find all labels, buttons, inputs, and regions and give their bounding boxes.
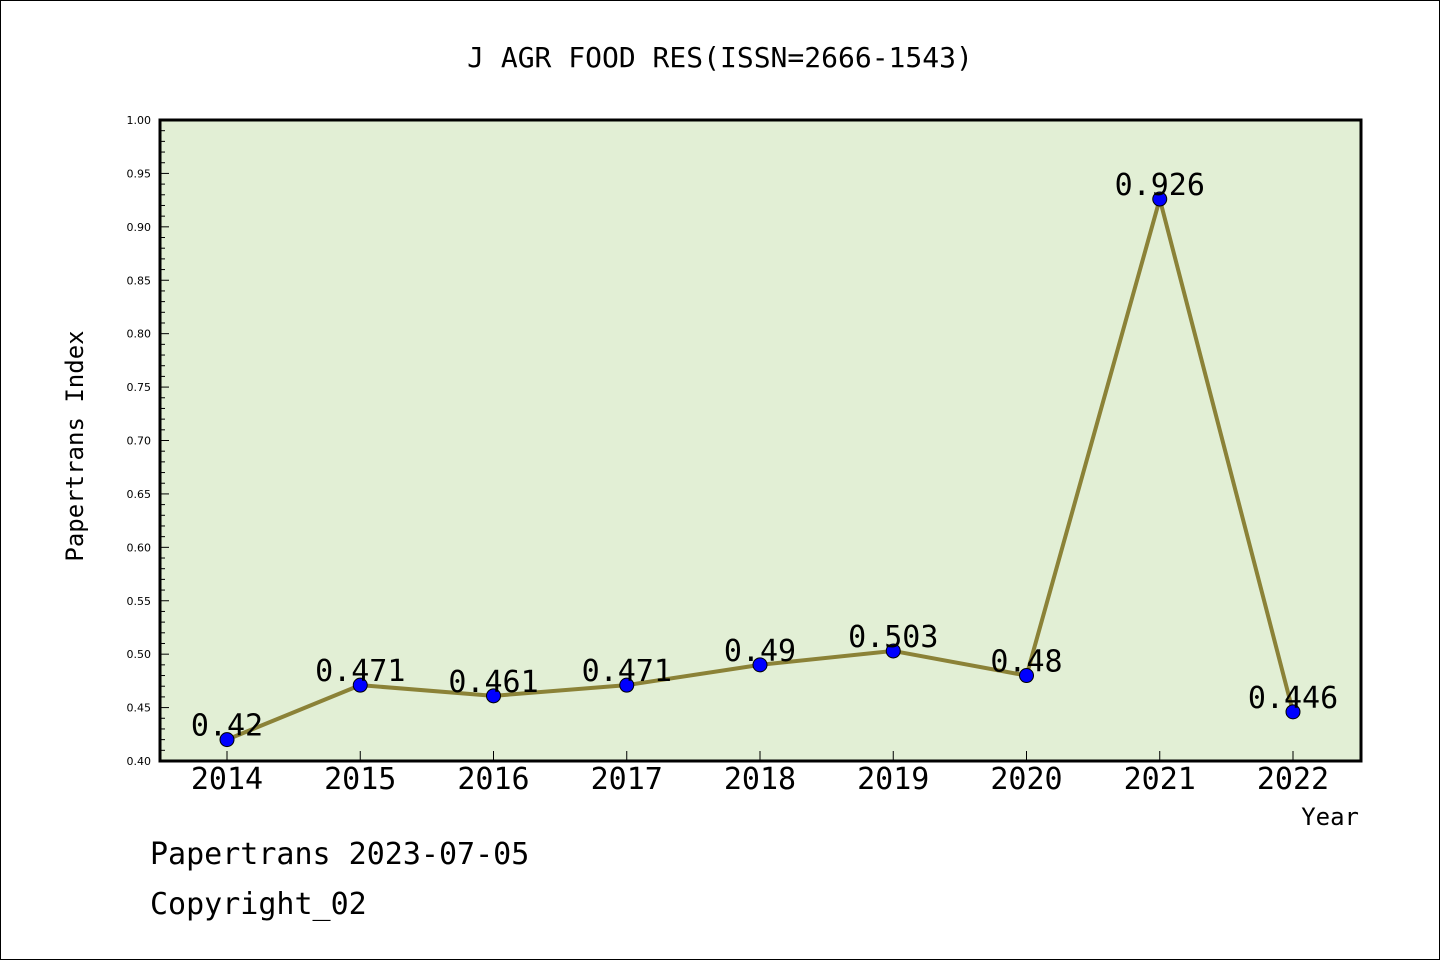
data-point	[619, 677, 635, 693]
data-label: 0.461	[448, 665, 538, 700]
x-tick-label: 2022	[1257, 762, 1329, 797]
data-label: 0.503	[848, 620, 938, 655]
y-tick-label: 0.65	[127, 488, 152, 501]
y-tick-label: 0.60	[127, 541, 152, 554]
plot-area	[158, 118, 1363, 763]
y-tick-label: 0.45	[127, 702, 152, 715]
data-label: 0.446	[1248, 681, 1338, 716]
y-tick-label: 0.50	[127, 648, 152, 661]
y-tick-label: 0.80	[127, 328, 152, 341]
series-line	[219, 191, 1301, 748]
footer-copyright: Copyright_02	[150, 887, 367, 922]
footer-date: Papertrans 2023-07-05	[150, 837, 529, 872]
data-point	[219, 732, 235, 748]
data-point	[1285, 704, 1301, 720]
data-label: 0.49	[724, 634, 796, 669]
data-label: 0.42	[191, 709, 263, 744]
y-tick-label: 1.00	[127, 114, 152, 127]
y-tick-label: 0.40	[127, 755, 152, 768]
y-tick-label: 0.75	[127, 381, 152, 394]
data-point	[486, 688, 501, 704]
x-tick-label: 2017	[591, 762, 663, 797]
y-tick-label: 0.85	[127, 274, 152, 287]
data-labels: 0.42 0.471 0.461 0.471 0.49 0.503 0.48 0.926 0.4…	[191, 168, 1338, 744]
data-label: 0.471	[315, 654, 405, 689]
y-tick-label: 0.90	[127, 221, 152, 234]
y-tick-label: 0.70	[127, 435, 152, 448]
y-axis-label: Papertrans Index	[61, 330, 89, 561]
data-point	[885, 643, 901, 659]
x-tick-label: 2015	[324, 762, 396, 797]
y-tick-label: 0.55	[127, 595, 152, 608]
data-label: 0.471	[582, 654, 672, 689]
x-axis: 2014 2015 2016 2017 2018 2019 2020 2021 2022	[191, 751, 1329, 797]
data-point	[352, 677, 368, 693]
x-axis-label: Year	[1301, 803, 1359, 831]
data-label: 0.926	[1115, 168, 1205, 203]
data-point	[1019, 668, 1034, 684]
chart-title: J AGR FOOD RES(ISSN=2666-1543)	[467, 41, 973, 74]
data-point	[1152, 191, 1168, 207]
data-point	[752, 657, 768, 673]
x-tick-label: 2019	[857, 762, 929, 797]
x-tick-label: 2016	[457, 762, 529, 797]
x-tick-label: 2014	[191, 762, 263, 797]
data-label: 0.48	[990, 645, 1062, 680]
x-tick-label: 2020	[990, 762, 1062, 797]
x-tick-label: 2018	[724, 762, 796, 797]
y-tick-label: 0.95	[127, 167, 152, 180]
y-axis: 0.40 0.45 0.50 0.55 0.60 0.65 0.70 0.75 0.80 0.85…	[127, 114, 169, 768]
x-tick-label: 2021	[1124, 762, 1196, 797]
